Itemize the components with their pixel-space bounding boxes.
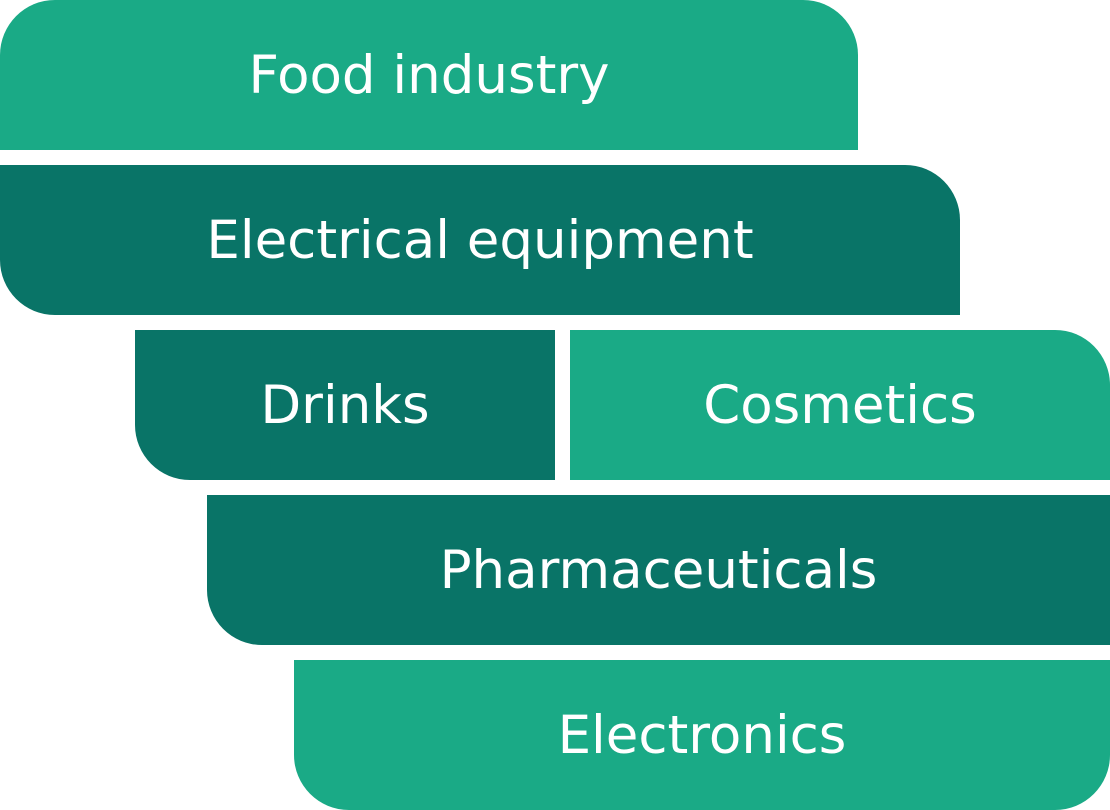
block-electrical-equipment: Electrical equipment (0, 165, 960, 315)
block-food-industry: Food industry (0, 0, 858, 150)
block-electronics: Electronics (294, 660, 1110, 810)
block-cosmetics: Cosmetics (570, 330, 1110, 480)
block-pharmaceuticals: Pharmaceuticals (207, 495, 1110, 645)
block-electronics-label: Electronics (557, 704, 847, 766)
block-cosmetics-label: Cosmetics (703, 374, 977, 436)
block-drinks-label: Drinks (260, 374, 430, 436)
block-electrical-equipment-label: Electrical equipment (206, 209, 754, 271)
block-drinks: Drinks (135, 330, 555, 480)
block-pharmaceuticals-label: Pharmaceuticals (439, 539, 878, 601)
block-food-industry-label: Food industry (248, 44, 610, 106)
